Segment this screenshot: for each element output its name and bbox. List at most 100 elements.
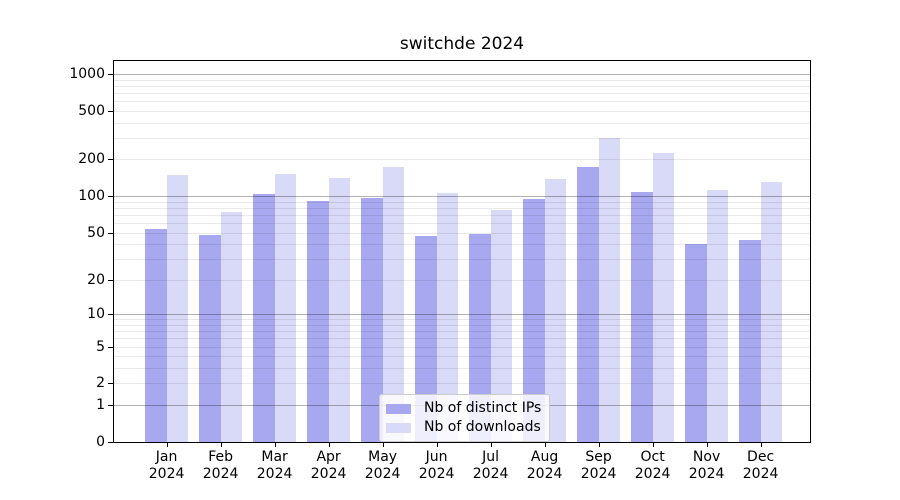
gridline-minor-7 [114,331,810,332]
legend: Nb of distinct IPs Nb of downloads [379,394,551,442]
x-tick-year: 2024 [418,466,455,482]
gridline-minor-300 [114,138,810,139]
bar-distinct-ips-aug [523,199,545,442]
legend-swatch-downloads-icon [386,422,411,433]
bar-downloads-jan [166,175,189,442]
y-tick-label-1: 1 [96,397,105,414]
y-tick-mark-50 [108,232,113,234]
gridline-minor-80 [114,208,810,209]
y-tick-label-1000: 1000 [69,65,105,82]
x-tick-month: May [368,449,398,465]
x-tick-year: 2024 [742,466,779,482]
y-tick-mark-100 [108,196,113,198]
x-tick-label-jul: Jul 2024 [456,449,526,483]
x-tick-label-oct: Oct 2024 [618,449,688,483]
bar-distinct-ips-apr [307,201,329,442]
x-tick-mark-may [382,443,384,447]
x-tick-year: 2024 [472,466,509,482]
bar-downloads-nov [706,190,729,442]
x-tick-month: Jul [482,449,500,465]
bar-distinct-ips-feb [199,234,221,442]
x-tick-mark-oct [652,443,654,447]
x-tick-year: 2024 [202,466,239,482]
legend-label-downloads: Nb of downloads [424,419,541,435]
y-tick-label-0: 0 [96,434,105,450]
y-tick-mark-1 [108,405,113,407]
legend-item-distinct-ips: Nb of distinct IPs [386,399,541,418]
x-tick-month: Oct [640,449,665,465]
bar-downloads-jun [436,193,459,442]
x-tick-mark-dec [760,443,762,447]
x-tick-year: 2024 [580,466,617,482]
x-tick-year: 2024 [526,466,563,482]
chart-title: switchde 2024 [399,34,525,54]
x-tick-mark-mar [274,443,276,447]
y-tick-label-5: 5 [96,338,105,355]
x-tick-mark-feb [220,443,222,447]
y-tick-mark-500 [108,110,113,112]
x-tick-year: 2024 [256,466,293,482]
bar-distinct-ips-sep [577,167,599,442]
gridline-minor-600 [114,101,810,102]
gridline-minor-8 [114,325,810,326]
x-tick-label-aug: Aug 2024 [510,449,580,483]
gridline-minor-500 [114,111,810,112]
gridline-minor-6 [114,338,810,339]
bar-downloads-sep [598,137,621,442]
gridline-minor-70 [114,215,810,216]
x-tick-month: Mar [261,449,288,465]
grid-layer [114,61,810,442]
y-tick-mark-0 [108,442,113,443]
x-tick-label-nov: Nov 2024 [672,449,742,483]
bar-downloads-jul [490,209,513,442]
y-tick-label-10: 10 [87,306,105,323]
y-tick-mark-200 [108,159,113,161]
y-tick-label-50: 50 [87,224,105,241]
x-tick-month: Nov [692,449,721,465]
x-tick-month: Dec [747,449,775,465]
bar-downloads-may [382,167,405,442]
y-tick-mark-1000 [108,73,113,75]
x-tick-year: 2024 [364,466,401,482]
gridline-minor-9 [114,319,810,320]
bar-distinct-ips-may [361,198,383,442]
x-tick-mark-nov [706,443,708,447]
gridline-minor-30 [114,259,810,260]
bar-downloads-feb [220,211,243,442]
y-tick-mark-20 [108,279,113,281]
bar-downloads-dec [760,182,783,442]
y-tick-label-2: 2 [96,375,105,392]
x-tick-month: Apr [316,449,341,465]
bar-downloads-aug [544,179,567,442]
bar-distinct-ips-dec [739,240,761,442]
gridline-minor-2 [114,383,810,384]
legend-swatch-distinct-ips-icon [386,403,411,414]
x-tick-month: Jun [425,449,448,465]
gridline-major-10 [114,314,810,315]
bar-distinct-ips-mar [253,194,275,442]
gridline-minor-800 [114,86,810,87]
y-tick-label-500: 500 [78,102,105,119]
bar-distinct-ips-oct [631,192,653,442]
gridline-minor-700 [114,93,810,94]
x-tick-mark-aug [544,443,546,447]
gridline-minor-900 [114,80,810,81]
legend-label-distinct-ips: Nb of distinct IPs [424,400,542,416]
gridline-major-100 [114,196,810,197]
y-tick-mark-2 [108,383,113,385]
bars-layer [114,61,810,442]
x-tick-mark-sep [598,443,600,447]
x-tick-label-jun: Jun 2024 [402,449,472,483]
bar-distinct-ips-nov [685,244,707,442]
x-tick-mark-jan [166,443,168,447]
gridline-minor-4 [114,356,810,357]
x-tick-label-feb: Feb 2024 [186,449,256,483]
gridline-minor-60 [114,223,810,224]
x-tick-month: Feb [208,449,233,465]
bar-distinct-ips-jan [145,228,167,442]
x-tick-mark-apr [328,443,330,447]
bar-downloads-apr [328,178,351,442]
gridline-minor-400 [114,123,810,124]
bar-downloads-oct [652,153,675,442]
x-tick-label-sep: Sep 2024 [564,449,634,483]
